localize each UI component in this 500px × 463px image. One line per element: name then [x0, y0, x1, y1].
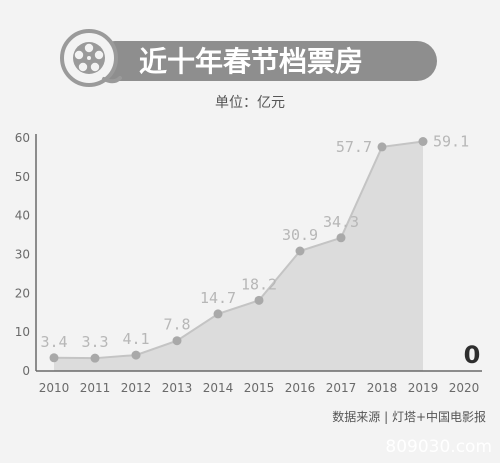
data-label: 7.8	[163, 316, 190, 334]
area-fill	[54, 141, 423, 371]
x-tick-label: 2011	[80, 381, 111, 395]
data-label: 0	[464, 341, 481, 369]
data-point	[418, 136, 428, 146]
data-label: 34.3	[323, 213, 359, 231]
x-tick-label: 2017	[326, 381, 357, 395]
data-source: 数据来源 | 灯塔+中国电影报	[332, 409, 486, 424]
y-tick-label: 0	[22, 364, 30, 378]
data-label: 3.3	[81, 333, 108, 351]
data-label: 4.1	[122, 330, 149, 348]
y-tick-label: 60	[15, 131, 30, 145]
data-point	[90, 353, 100, 363]
data-point	[254, 295, 264, 305]
x-tick-label: 2019	[408, 381, 439, 395]
x-tick-label: 2016	[285, 381, 316, 395]
film-reel-icon	[60, 29, 122, 87]
x-tick-label: 2013	[162, 381, 193, 395]
x-tick-label: 2018	[367, 381, 398, 395]
data-label: 3.4	[40, 333, 67, 351]
title-banner: 近十年春节档票房	[60, 29, 437, 87]
x-tick-label: 2010	[39, 381, 70, 395]
data-point	[213, 309, 223, 319]
y-tick-label: 30	[15, 248, 30, 262]
x-tick-label: 2012	[121, 381, 152, 395]
watermark: 809030.com	[385, 437, 492, 457]
data-label: 57.7	[336, 138, 372, 156]
data-label: 14.7	[200, 289, 236, 307]
y-tick-label: 40	[15, 209, 30, 223]
y-tick-label: 50	[15, 170, 30, 184]
series-line	[53, 140, 424, 360]
data-point	[377, 142, 387, 152]
y-tick-label: 20	[15, 286, 30, 300]
data-point	[131, 350, 141, 360]
title-banner-bar	[95, 41, 437, 81]
data-point	[295, 246, 305, 256]
data-label: 59.1	[433, 132, 469, 150]
data-label: 18.2	[241, 275, 277, 293]
x-tick-label: 2015	[244, 381, 275, 395]
data-point	[336, 233, 346, 243]
data-point	[49, 353, 59, 363]
x-tick-label: 2020	[449, 381, 480, 395]
data-label: 30.9	[282, 226, 318, 244]
chart-title: 近十年春节档票房	[139, 45, 363, 78]
data-point	[172, 336, 182, 346]
y-tick-label: 10	[15, 325, 30, 339]
x-tick-label: 2014	[203, 381, 234, 395]
chart-subtitle: 单位：亿元	[215, 95, 285, 111]
plot-area: 0 10 20 30 40 50 60 2010 2011 2012 2013 2014 2015 201…	[15, 131, 482, 395]
